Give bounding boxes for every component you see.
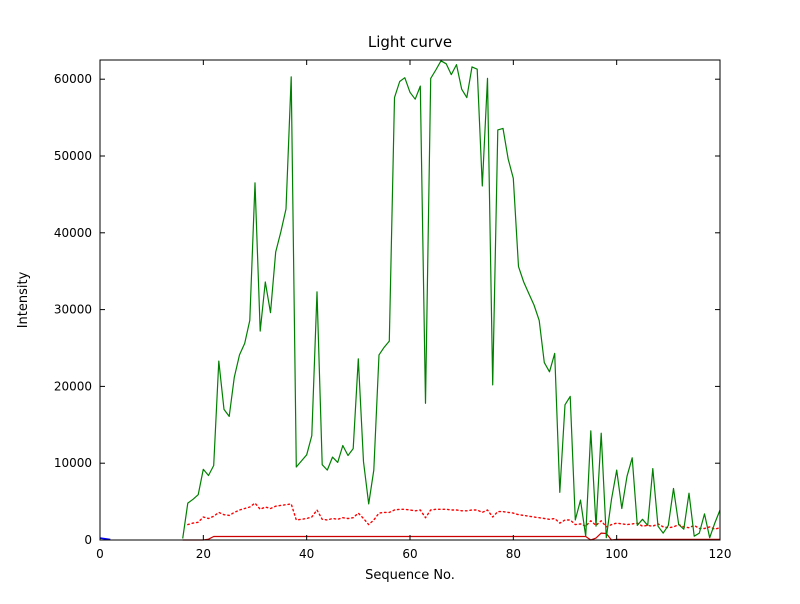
x-tick-label: 100 xyxy=(605,547,628,561)
x-tick-label: 0 xyxy=(96,547,104,561)
x-tick-label: 80 xyxy=(506,547,521,561)
plot-frame xyxy=(99,59,721,541)
y-tick-label: 60000 xyxy=(54,72,92,86)
y-tick-label: 20000 xyxy=(54,379,92,393)
y-tick-label: 50000 xyxy=(54,149,92,163)
y-tick-label: 10000 xyxy=(54,456,92,470)
x-axis-label: Sequence No. xyxy=(365,568,455,583)
y-axis-label: Intensity xyxy=(16,271,31,328)
x-tick-label: 120 xyxy=(709,547,732,561)
series-start-segment-blue xyxy=(99,537,111,541)
chart-title: Light curve xyxy=(368,33,452,51)
y-tick-label: 0 xyxy=(84,533,92,547)
series-background-red-dotted xyxy=(187,502,721,530)
series-light-curve-green xyxy=(182,60,721,539)
x-tick-label: 60 xyxy=(402,547,417,561)
x-tick-label: 20 xyxy=(196,547,211,561)
y-tick-label: 30000 xyxy=(54,303,92,317)
series-baseline-red-solid xyxy=(182,532,720,541)
y-tick-label: 40000 xyxy=(54,226,92,240)
x-tick-label: 40 xyxy=(299,547,314,561)
